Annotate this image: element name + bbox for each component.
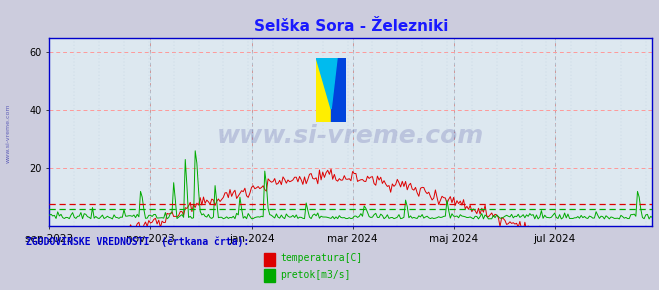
Text: www.si-vreme.com: www.si-vreme.com [217, 124, 484, 148]
Text: ZGODOVINSKE VREDNOSTI  (črtkana črta):: ZGODOVINSKE VREDNOSTI (črtkana črta): [26, 237, 250, 247]
Text: pretok[m3/s]: pretok[m3/s] [280, 269, 351, 280]
Text: www.si-vreme.com: www.si-vreme.com [5, 104, 11, 163]
Title: Selška Sora - Železniki: Selška Sora - Železniki [254, 19, 448, 34]
Polygon shape [316, 58, 337, 109]
Text: temperatura[C]: temperatura[C] [280, 253, 362, 263]
Bar [331, 58, 346, 122]
Bar [316, 58, 331, 122]
